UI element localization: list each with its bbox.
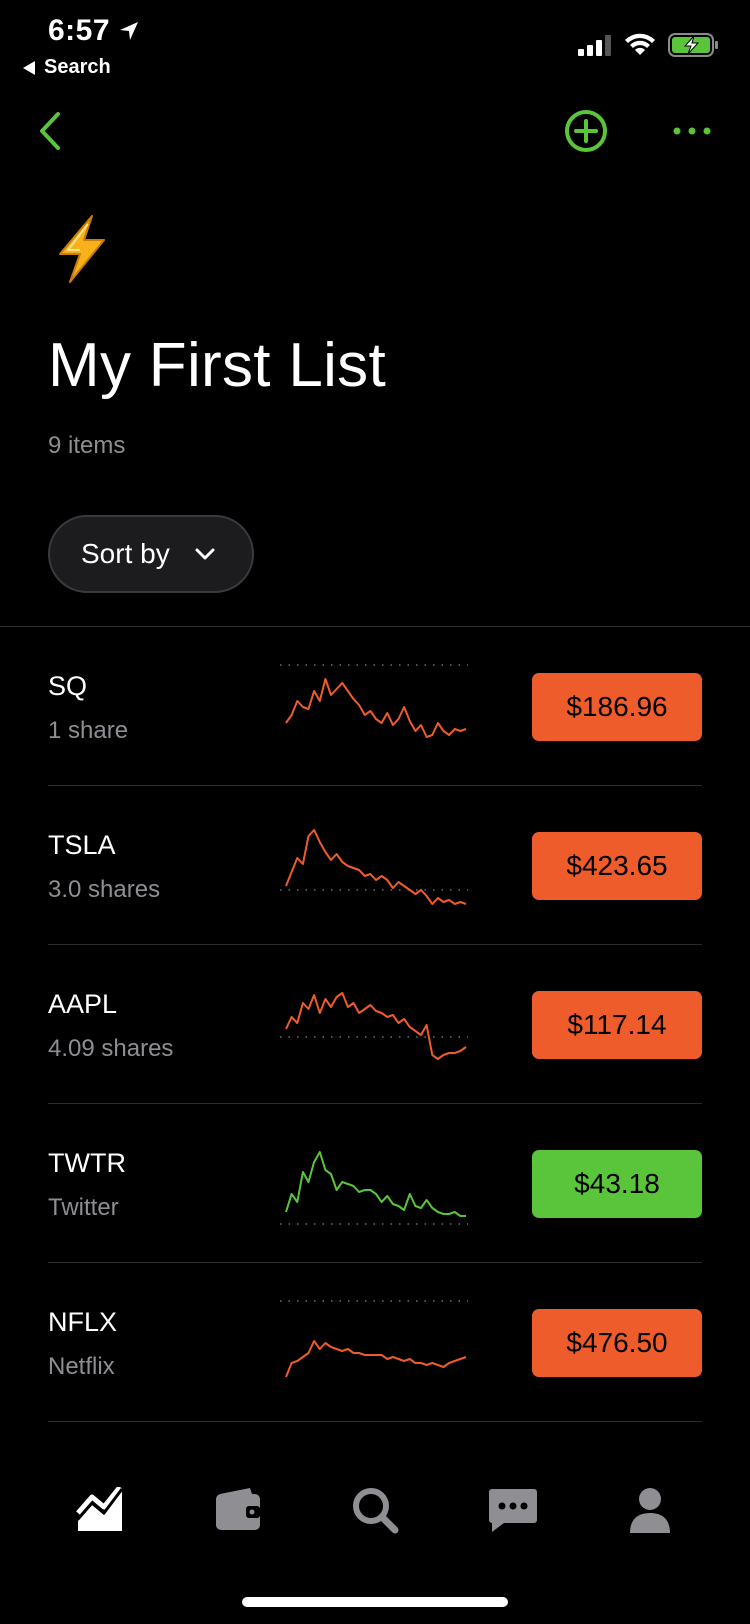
ticker-symbol: TSLA (48, 830, 116, 860)
lightning-emoji-icon (59, 215, 105, 283)
list-divider (0, 626, 750, 627)
row-divider (48, 1421, 702, 1422)
back-chevron-icon[interactable] (36, 108, 76, 154)
status-time: 6:57 (48, 14, 111, 47)
chart-icon (76, 1487, 124, 1531)
stock-row[interactable]: SQ 1 share $186.96 (0, 627, 750, 786)
stock-row[interactable]: TWTR Twitter $43.18 (0, 1104, 750, 1263)
more-options-icon[interactable] (672, 118, 712, 144)
row-divider (48, 944, 702, 945)
stock-row[interactable]: TSLA 3.0 shares $423.65 (0, 786, 750, 945)
stock-list: SQ 1 share $186.96 TSLA 3.0 shares $423.… (0, 627, 750, 1422)
navigation-bar (0, 100, 750, 162)
sort-by-button[interactable]: Sort by (48, 515, 254, 593)
profile-icon (630, 1488, 670, 1533)
holding-subtitle: Netflix (48, 1353, 115, 1380)
row-divider (48, 1262, 702, 1263)
search-icon (353, 1488, 399, 1534)
price-button[interactable]: $423.65 (532, 832, 702, 900)
holding-subtitle: 3.0 shares (48, 876, 161, 903)
back-triangle-icon (23, 60, 35, 75)
signal-icon (578, 35, 611, 56)
sparkline-chart (280, 829, 468, 905)
tab-account[interactable] (620, 1480, 680, 1540)
chevron-down-icon (195, 548, 215, 560)
sparkline-chart (280, 1151, 468, 1225)
tab-search[interactable] (345, 1480, 405, 1540)
holding-subtitle: Twitter (48, 1194, 119, 1221)
holding-subtitle: 1 share (48, 717, 129, 744)
row-divider (48, 785, 702, 786)
battery-charging-icon (668, 33, 718, 57)
sort-by-label: Sort by (81, 538, 170, 569)
row-divider (48, 1103, 702, 1104)
price-button[interactable]: $186.96 (532, 673, 702, 741)
stock-row[interactable]: AAPL 4.09 shares $117.14 (0, 945, 750, 1104)
sparkline-path (285, 1151, 466, 1217)
location-arrow-icon (120, 22, 138, 40)
add-circle-icon[interactable] (563, 108, 609, 154)
holding-subtitle: 4.09 shares (48, 1035, 174, 1062)
tab-messages[interactable] (483, 1480, 543, 1540)
tab-investing[interactable] (70, 1480, 130, 1540)
price-button[interactable]: $43.18 (532, 1150, 702, 1218)
price-button[interactable]: $476.50 (532, 1309, 702, 1377)
price-button[interactable]: $117.14 (532, 991, 702, 1059)
sparkline-path (285, 829, 467, 905)
sparkline-path (285, 992, 467, 1060)
item-count: 9 items (48, 432, 126, 459)
wallet-icon (216, 1488, 260, 1530)
back-to-app-link[interactable]: Search (22, 56, 111, 79)
home-indicator (242, 1597, 508, 1607)
wifi-icon (625, 33, 655, 55)
page-title: My First List (48, 331, 386, 400)
ticker-symbol: SQ (48, 671, 88, 701)
sparkline-path (285, 678, 467, 738)
ticker-symbol: AAPL (48, 989, 118, 1019)
back-app-label: Search (44, 56, 111, 78)
stock-row[interactable]: NFLX Netflix $476.50 (0, 1263, 750, 1422)
tab-bar (0, 1480, 750, 1550)
tab-wallet[interactable] (208, 1480, 268, 1540)
sparkline-chart (280, 992, 468, 1060)
status-bar: 6:57 Search (0, 0, 750, 90)
sparkline-chart (280, 664, 468, 738)
ticker-symbol: NFLX (48, 1307, 118, 1337)
sparkline-path (285, 1340, 467, 1378)
messages-icon (489, 1489, 537, 1532)
status-icons (578, 32, 720, 58)
ticker-symbol: TWTR (48, 1148, 126, 1178)
sparkline-chart (280, 1300, 468, 1378)
